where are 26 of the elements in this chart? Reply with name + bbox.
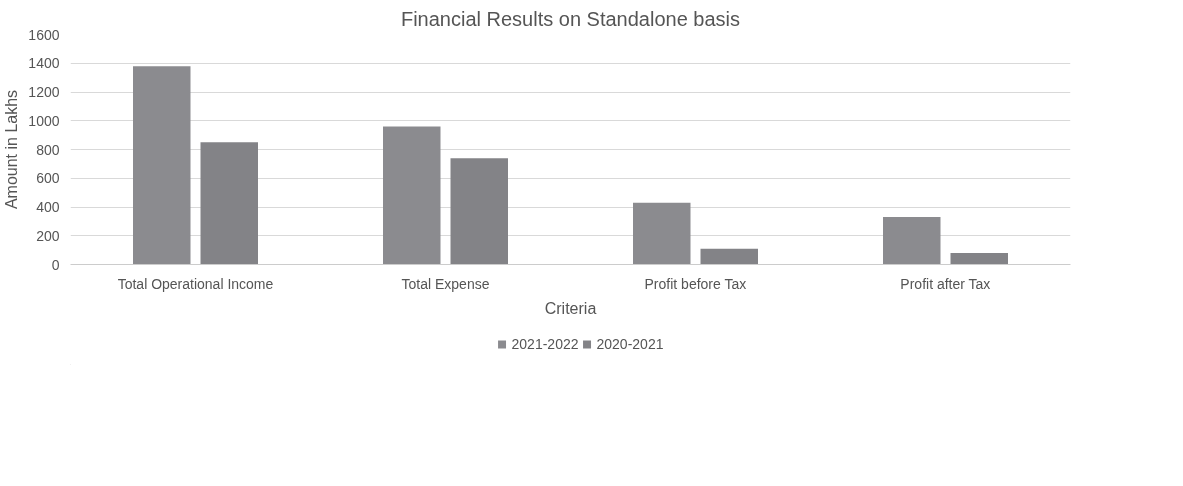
bar bbox=[450, 158, 508, 265]
x-tick-label: Profit before Tax bbox=[644, 275, 747, 292]
y-tick-label: 600 bbox=[36, 170, 60, 187]
y-tick-label: 0 bbox=[51, 256, 60, 273]
y-tick-label: 1000 bbox=[28, 112, 60, 129]
y-tick-label: 200 bbox=[36, 227, 60, 244]
bar bbox=[700, 248, 758, 265]
chart-title: Financial Results on Standalone basis bbox=[400, 7, 741, 30]
bar bbox=[383, 126, 441, 265]
bar bbox=[633, 202, 691, 265]
y-tick-label: 1600 bbox=[28, 26, 60, 43]
x-tick-label: Total Operational Income bbox=[117, 275, 274, 292]
y-tick-label: 400 bbox=[36, 199, 60, 215]
bar bbox=[950, 253, 1008, 265]
y-tick-label: 800 bbox=[36, 141, 60, 158]
legend-label: 2021-2022 bbox=[511, 336, 579, 352]
legend-label: 2020-2021 bbox=[596, 336, 664, 352]
x-tick-label: Total Expense bbox=[401, 275, 490, 292]
x-axis-title: Criteria bbox=[544, 299, 597, 317]
x-tick-label: Profit after Tax bbox=[900, 275, 991, 292]
bar bbox=[200, 142, 258, 265]
y-tick-label: 1200 bbox=[28, 84, 60, 100]
y-tick-label: 1400 bbox=[28, 55, 60, 72]
bar bbox=[133, 66, 191, 265]
y-axis-title: Amount in Lakhs bbox=[3, 89, 21, 210]
bar bbox=[883, 217, 941, 265]
